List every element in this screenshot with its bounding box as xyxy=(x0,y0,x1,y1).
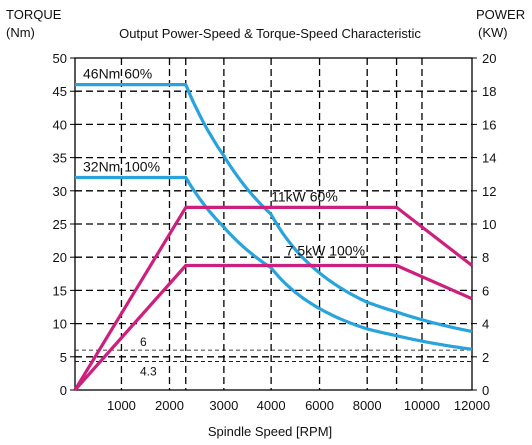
left-tick-label: 40 xyxy=(53,117,67,132)
left-tick-label: 10 xyxy=(53,317,67,332)
right-axis-label-line1: POWER xyxy=(476,7,525,22)
series-line xyxy=(73,205,473,391)
annotations: 64.3 xyxy=(75,335,472,378)
left-axis-label-line1: TORQUE xyxy=(6,7,62,22)
series-line xyxy=(73,263,473,392)
x-tick-label: 2000 xyxy=(155,398,184,413)
series-labels: 46Nm 60% 32Nm 100% 11kW 60% 7.5kW 100% xyxy=(83,66,365,259)
x-tick-label: 8000 xyxy=(353,398,382,413)
x-tick-label: 3000 xyxy=(209,398,238,413)
right-tick-label: 14 xyxy=(482,151,496,166)
left-tick-label: 15 xyxy=(53,283,67,298)
annotation-label: 6 xyxy=(140,335,147,349)
right-tick-label: 18 xyxy=(482,84,496,99)
right-tick-label: 8 xyxy=(482,250,489,265)
left-tick-label: 50 xyxy=(53,51,67,66)
series-label: 46Nm 60% xyxy=(83,66,152,82)
right-tick-label: 2 xyxy=(482,350,489,365)
left-tick-label: 0 xyxy=(60,383,67,398)
right-tick-label: 16 xyxy=(482,117,496,132)
annotation-label: 4.3 xyxy=(140,364,157,378)
series-lines xyxy=(73,83,473,392)
left-tick-label: 45 xyxy=(53,84,67,99)
tick-labels: 0 5 10 15 20 25 30 35 40 45 50 0 2 4 6 8 10 12 14 16 18 20 100… xyxy=(53,51,497,413)
right-tick-label: 4 xyxy=(482,317,489,332)
left-tick-label: 30 xyxy=(53,184,67,199)
right-tick-label: 10 xyxy=(482,217,496,232)
left-tick-label: 5 xyxy=(60,350,67,365)
left-tick-label: 25 xyxy=(53,217,67,232)
x-tick-label: 4000 xyxy=(257,398,286,413)
grid xyxy=(75,58,472,390)
x-tick-label: 12000 xyxy=(454,398,490,413)
x-tick-label: 1000 xyxy=(107,398,136,413)
left-tick-label: 20 xyxy=(53,250,67,265)
x-axis-label: Spindle Speed [RPM] xyxy=(208,424,332,439)
series-label: 7.5kW 100% xyxy=(286,243,365,259)
right-axis-label-line2: (KW) xyxy=(478,25,508,40)
x-tick-label: 6000 xyxy=(305,398,334,413)
right-tick-label: 0 xyxy=(482,383,489,398)
x-tick-label: 10000 xyxy=(404,398,440,413)
left-tick-label: 35 xyxy=(53,151,67,166)
series-label: 32Nm 100% xyxy=(83,159,160,175)
right-tick-label: 20 xyxy=(482,51,496,66)
right-tick-label: 12 xyxy=(482,184,496,199)
left-axis-label-line2: (Nm) xyxy=(6,25,35,40)
right-tick-label: 6 xyxy=(482,283,489,298)
series-label: 11kW 60% xyxy=(271,188,338,204)
chart-title: Output Power-Speed & Torque-Speed Charac… xyxy=(119,26,421,41)
